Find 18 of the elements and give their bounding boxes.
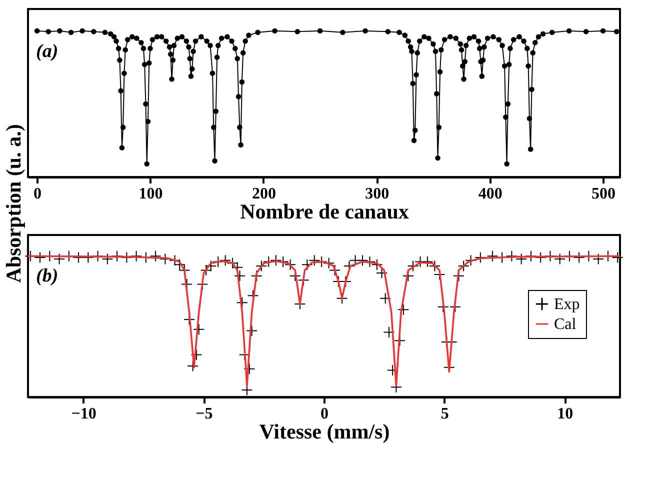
x-tick-label: −5 bbox=[196, 406, 213, 422]
x-tick-label: 500 bbox=[592, 186, 616, 202]
x-tick-label: −10 bbox=[71, 406, 96, 422]
x-axis-title: Vitesse (mm/s) bbox=[259, 420, 390, 444]
x-tick-label: 100 bbox=[138, 186, 163, 202]
x-tick-label: 0 bbox=[320, 406, 328, 422]
x-tick-label: 5 bbox=[440, 406, 449, 422]
legend-label: Exp bbox=[554, 296, 580, 313]
x-tick-label: 10 bbox=[557, 406, 574, 422]
annotation: (b) bbox=[36, 266, 58, 286]
x-tick-label: 300 bbox=[365, 186, 390, 202]
x-tick-label: 200 bbox=[252, 186, 276, 202]
annotation: (a) bbox=[36, 41, 58, 62]
y-axis-title: Absorption (u. a.) bbox=[2, 124, 26, 283]
x-tick-label: 0 bbox=[34, 186, 42, 202]
legend-label: Cal bbox=[554, 316, 577, 333]
x-axis-title: Nombre de canaux bbox=[240, 200, 410, 224]
x-tick-label: 400 bbox=[478, 186, 502, 202]
